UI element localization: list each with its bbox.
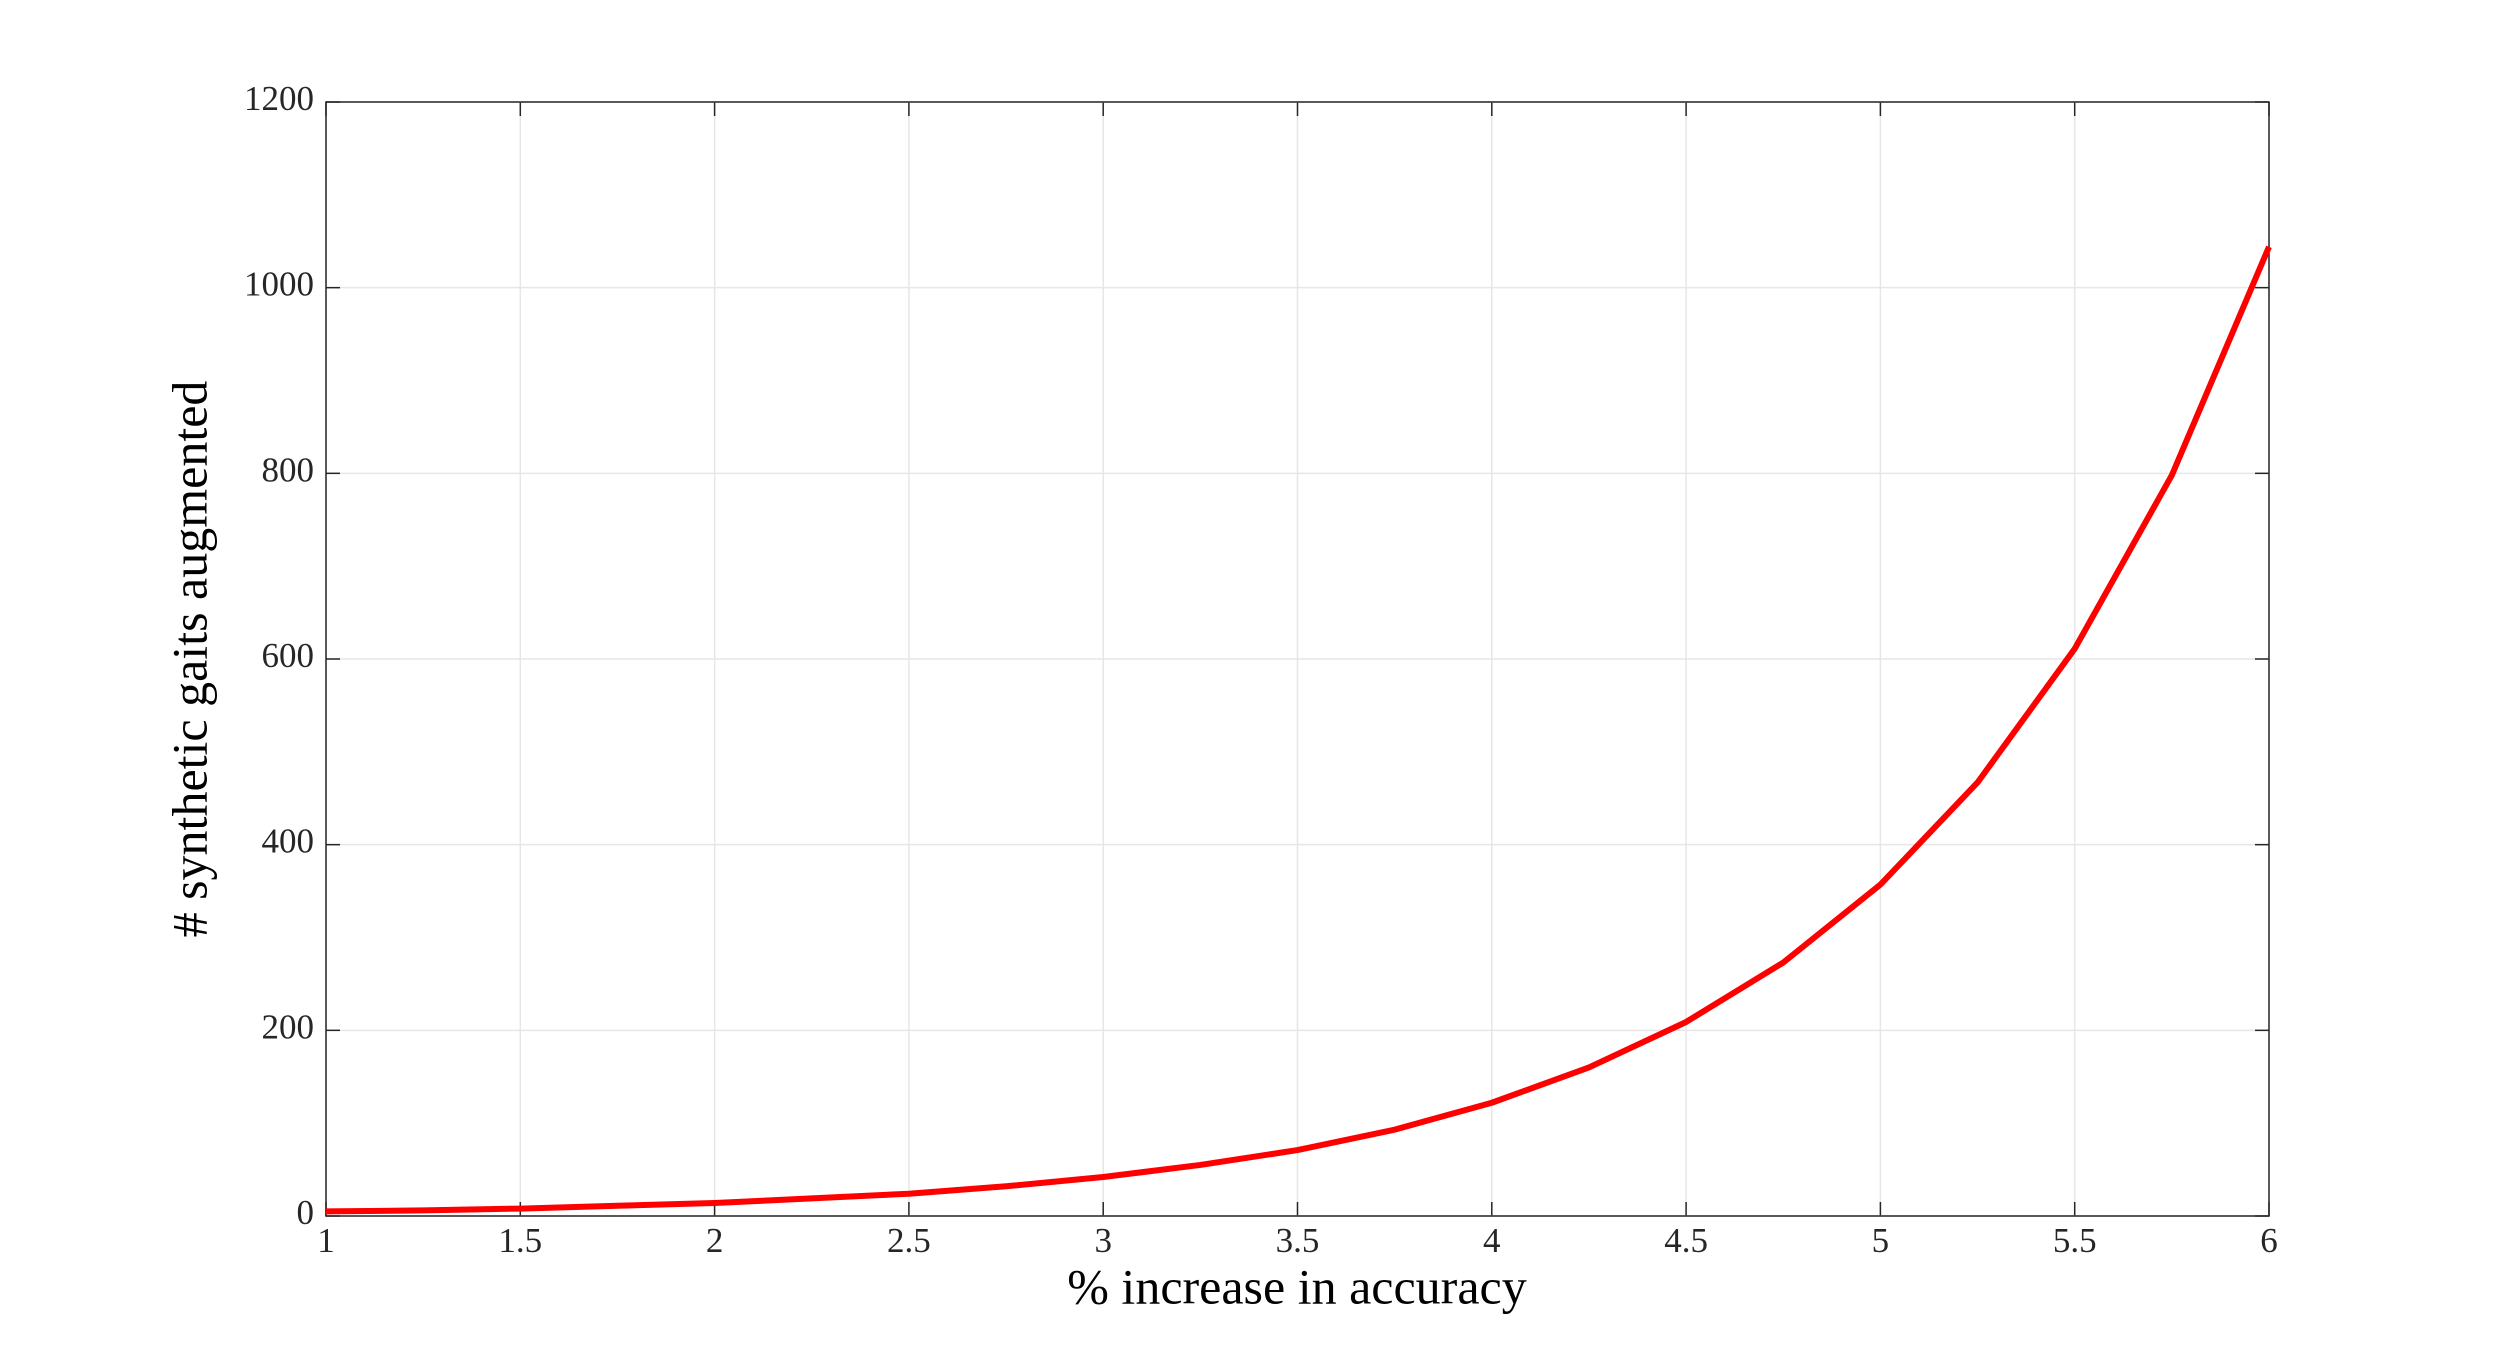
x-tick-label: 5.5 (2053, 1221, 2097, 1260)
y-tick-label: 1200 (244, 79, 314, 118)
y-tick-label: 400 (262, 822, 315, 861)
y-tick-label: 200 (262, 1007, 315, 1046)
data-line (325, 245, 2272, 1215)
x-tick-label: 6 (2260, 1221, 2278, 1260)
y-tick-label: 1000 (244, 265, 314, 304)
x-tick-label: 2.5 (887, 1221, 931, 1260)
y-tick-label: 800 (262, 450, 315, 489)
plot-frame (325, 101, 2270, 1217)
y-axis-label: # synthetic gaits augmented (161, 381, 217, 938)
x-tick-label: 1 (317, 1221, 335, 1260)
x-tick-label: 3 (1094, 1221, 1112, 1260)
x-tick-label: 5 (1872, 1221, 1890, 1260)
x-tick-label: 1.5 (498, 1221, 542, 1260)
y-tick-label: 600 (262, 636, 315, 675)
x-axis-label: % increase in accuracy (1067, 1258, 1526, 1314)
y-tick-label: 0 (297, 1193, 315, 1232)
x-tick-label: 4.5 (1664, 1221, 1708, 1260)
x-tick-label: 4 (1483, 1221, 1501, 1260)
x-tick-label: 2 (706, 1221, 724, 1260)
x-tick-label: 3.5 (1276, 1221, 1320, 1260)
